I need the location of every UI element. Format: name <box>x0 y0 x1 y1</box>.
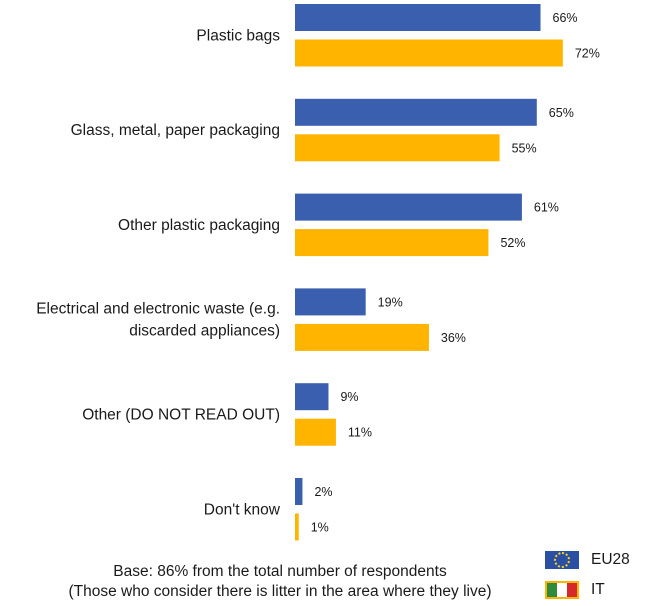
value-label: 55% <box>512 141 537 155</box>
bar-eu28 <box>295 478 303 505</box>
footnote: Base: 86% from the total number of respo… <box>40 562 520 602</box>
bar-it <box>295 39 563 67</box>
bar-it <box>295 323 429 351</box>
footnote-base: Base: 86% from the total number of respo… <box>113 563 447 580</box>
category-label: discarded appliances) <box>129 323 280 340</box>
bar-it <box>295 229 489 257</box>
value-label: 66% <box>553 11 578 25</box>
legend: EU28 IT <box>545 545 630 605</box>
bar-eu28 <box>295 4 541 31</box>
eu-flag-icon <box>545 551 579 569</box>
category-label: Other (DO NOT READ OUT) <box>82 406 280 423</box>
category-label: Other plastic packaging <box>118 217 280 234</box>
bar-it <box>295 418 336 446</box>
footnote-population: (Those who consider there is litter in t… <box>68 583 492 600</box>
value-label: 2% <box>314 485 332 499</box>
value-label: 19% <box>378 295 403 309</box>
value-label: 65% <box>549 106 574 120</box>
value-label: 52% <box>500 236 525 250</box>
value-label: 72% <box>575 47 600 61</box>
legend-item-it: IT <box>545 575 630 605</box>
bar-it <box>295 134 500 162</box>
legend-item-eu28: EU28 <box>545 545 630 575</box>
category-label: Electrical and electronic waste (e.g. <box>36 301 280 318</box>
bar-eu28 <box>295 288 366 316</box>
bar-eu28 <box>295 193 522 221</box>
value-label: 36% <box>441 331 466 345</box>
value-label: 9% <box>340 390 358 404</box>
value-label: 1% <box>311 521 329 535</box>
category-label: Glass, metal, paper packaging <box>71 122 280 139</box>
bar-eu28 <box>295 98 537 126</box>
category-label: Don't know <box>204 501 281 518</box>
bar-eu28 <box>295 383 329 411</box>
value-label: 11% <box>348 426 372 440</box>
value-label: 61% <box>534 201 559 215</box>
legend-label-eu28: EU28 <box>591 551 630 568</box>
legend-label-it: IT <box>591 581 605 598</box>
italy-flag-icon <box>545 581 579 599</box>
bar-chart: Plastic bags 66% 72% Glass, metal, paper pa… <box>36 4 600 541</box>
category-label: Plastic bags <box>196 27 280 44</box>
bar-it <box>295 513 299 541</box>
